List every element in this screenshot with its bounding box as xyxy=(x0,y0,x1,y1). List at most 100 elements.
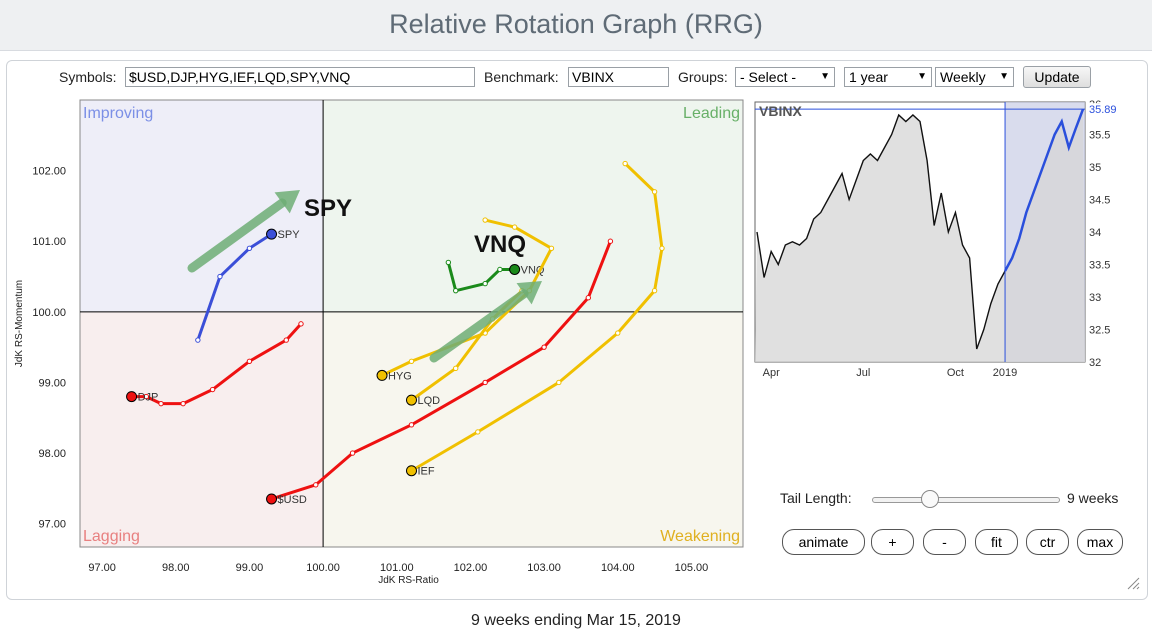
fit-button[interactable]: fit xyxy=(975,529,1018,555)
tail-spy xyxy=(196,232,274,342)
tail-point-vnq xyxy=(445,259,452,266)
y-tick-label: 97.00 xyxy=(38,519,66,531)
zoom-out-button[interactable]: - xyxy=(923,529,966,555)
head-marker-usd xyxy=(266,493,278,505)
head-marker-spy xyxy=(266,228,278,240)
symbol-label-hyg: HYG xyxy=(388,370,412,382)
tail-point-djp xyxy=(158,400,164,407)
tail-point-djp xyxy=(143,393,150,400)
zoom-in-button[interactable]: + xyxy=(871,529,914,555)
tail-point-djp xyxy=(283,337,289,343)
quadrant-label-leading: Leading xyxy=(683,105,740,122)
tail-ief xyxy=(410,162,664,473)
chevron-down-icon: ▼ xyxy=(820,71,830,82)
tail-length-label: Tail Length: xyxy=(780,490,852,506)
y-axis-label: JdK RS-Momentum xyxy=(14,280,25,367)
tail-point-djp xyxy=(209,386,216,393)
benchmark-input[interactable]: VBINX xyxy=(568,67,669,87)
tail-point-usd xyxy=(585,295,591,301)
quadrant-leading xyxy=(323,100,743,312)
tail-point-usd xyxy=(408,422,415,428)
period-select[interactable]: 1 year ▼ xyxy=(844,67,932,87)
tail-point-ief xyxy=(615,330,621,336)
tail-point-vnq xyxy=(482,280,488,287)
groups-select[interactable]: - Select - ▼ xyxy=(735,67,835,87)
x-tick-label: 99.00 xyxy=(236,562,264,574)
interval-select[interactable]: Weekly ▼ xyxy=(935,67,1014,87)
tail-point-djp xyxy=(246,358,253,364)
animate-button[interactable]: animate xyxy=(782,529,865,555)
symbol-label-spy: SPY xyxy=(278,229,301,241)
x-tick-label: 98.00 xyxy=(162,562,190,574)
max-button[interactable]: max xyxy=(1077,529,1123,555)
tail-point-vnq xyxy=(453,287,459,294)
tail-length-slider[interactable] xyxy=(872,490,1060,508)
y-tick-label: 100.00 xyxy=(32,307,66,319)
tail-point-usd xyxy=(541,344,547,350)
vnq-arrow-icon-head xyxy=(516,281,542,305)
symbol-label-usd: $USD xyxy=(278,494,307,506)
symbol-label-lqd: LQD xyxy=(418,395,441,407)
x-tick-label: 104.00 xyxy=(601,562,635,574)
tail-point-spy xyxy=(246,245,253,251)
resize-grip-icon[interactable] xyxy=(1125,575,1141,591)
page-title: Relative Rotation Graph (RRG) xyxy=(389,9,763,39)
quadrant-weakening xyxy=(323,311,743,547)
x-tick-label: 105.00 xyxy=(675,562,709,574)
center-button[interactable]: ctr xyxy=(1026,529,1069,555)
x-axis-label: JdK RS-Ratio xyxy=(378,575,439,586)
y-tick-label: 99.00 xyxy=(38,377,66,389)
symbols-label: Symbols: xyxy=(59,69,117,85)
tail-djp xyxy=(130,322,303,406)
tail-point-usd xyxy=(607,238,614,244)
tail-point-vnq xyxy=(497,266,503,273)
slider-handle[interactable] xyxy=(920,490,939,508)
x-tick-label: 103.00 xyxy=(527,562,561,574)
chevron-down-icon: ▼ xyxy=(917,71,927,82)
y-tick-label: 98.00 xyxy=(38,448,66,460)
x-tick-label: 101.00 xyxy=(380,562,414,574)
quadrant-label-lagging: Lagging xyxy=(83,528,140,545)
tail-point-ief xyxy=(651,189,658,195)
head-marker-hyg xyxy=(376,369,388,381)
x-tick-label: 97.00 xyxy=(88,562,116,574)
chevron-down-icon: ▼ xyxy=(999,71,1009,82)
tail-point-ief xyxy=(659,245,665,251)
head-marker-vnq xyxy=(509,263,521,275)
tail-point-hyg xyxy=(408,358,415,364)
symbol-label-djp: DJP xyxy=(138,392,159,404)
quadrant-label-weakening: Weakening xyxy=(660,528,740,545)
tail-point-djp xyxy=(180,400,186,407)
tail-point-usd xyxy=(349,450,356,456)
head-marker-ief xyxy=(406,465,417,477)
tail-point-spy xyxy=(217,273,223,280)
vnq-arrow-icon-shaft xyxy=(429,289,529,363)
interval-select-value: Weekly xyxy=(940,69,986,85)
tail-point-ief xyxy=(475,429,481,435)
tail-point-lqd xyxy=(453,365,459,372)
symbol-label-ief: IEF xyxy=(418,466,435,478)
spy-annotation: SPY xyxy=(304,195,352,222)
tail-point-hyg xyxy=(511,224,518,230)
symbols-input[interactable]: $USD,DJP,HYG,IEF,LQD,SPY,VNQ xyxy=(125,67,475,87)
period-select-value: 1 year xyxy=(849,69,888,85)
tail-point-ief xyxy=(622,160,628,167)
tail-usd xyxy=(270,239,612,501)
tail-point-ief xyxy=(651,287,658,294)
tail-point-spy xyxy=(195,337,201,343)
tail-point-djp xyxy=(298,321,304,327)
footer-caption: 9 weeks ending Mar 15, 2019 xyxy=(471,612,681,629)
head-marker-lqd xyxy=(406,394,417,406)
tail-point-ief xyxy=(556,379,562,386)
quadrant-label-improving: Improving xyxy=(83,105,153,122)
spy-arrow-icon-head xyxy=(274,190,300,214)
tail-length-value: 9 weeks xyxy=(1067,490,1119,506)
title-bar: Relative Rotation Graph (RRG) xyxy=(0,0,1152,51)
y-tick-label: 102.00 xyxy=(32,166,66,178)
plot-border xyxy=(79,99,744,548)
y-tick-label: 101.00 xyxy=(32,236,66,248)
benchmark-label: Benchmark: xyxy=(484,69,559,85)
update-button[interactable]: Update xyxy=(1023,66,1091,88)
quadrant-lagging xyxy=(80,311,324,547)
